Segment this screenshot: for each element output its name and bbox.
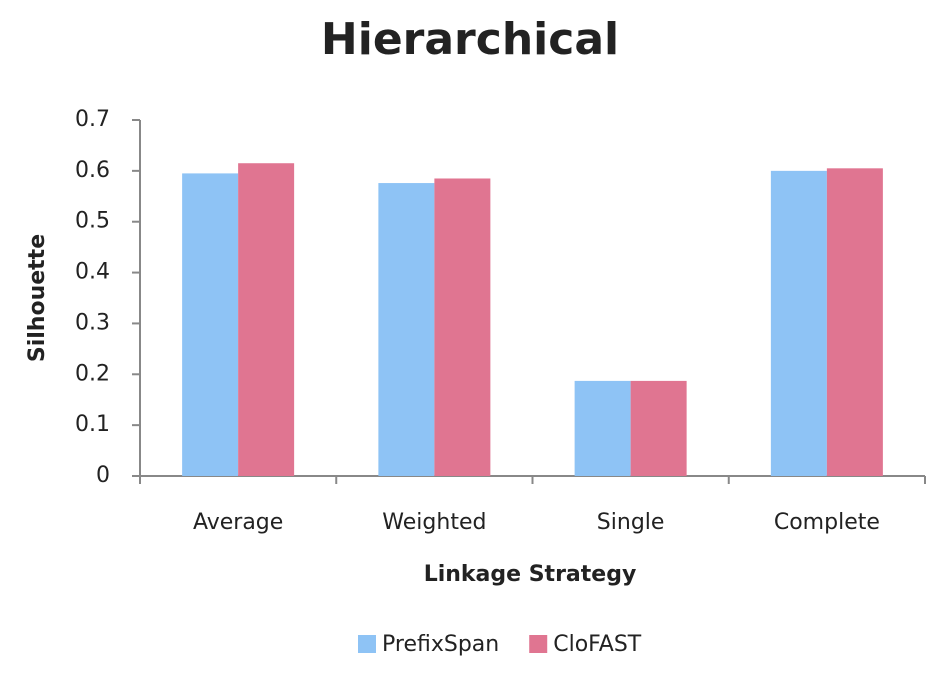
bar	[182, 173, 239, 476]
legend-label: PrefixSpan	[382, 632, 499, 657]
bar	[630, 380, 687, 476]
bar	[434, 178, 491, 476]
y-tick-label: 0.5	[75, 209, 110, 234]
bar	[574, 380, 631, 476]
bar	[238, 163, 295, 476]
y-tick-label: 0.6	[75, 158, 110, 183]
y-tick-label: 0.2	[75, 361, 110, 386]
x-axis-title: Linkage Strategy	[424, 562, 637, 587]
x-tick-label: Weighted	[382, 510, 486, 535]
y-tick-label: 0.4	[75, 260, 110, 285]
bar	[826, 168, 883, 477]
y-tick-label: 0.1	[75, 412, 110, 437]
x-tick-label: Average	[193, 510, 283, 535]
bar	[378, 183, 435, 476]
chart-title: Hierarchical	[321, 14, 619, 65]
y-axis-title: Silhouette	[25, 234, 50, 362]
legend-swatch	[358, 635, 376, 653]
y-tick-label: 0.3	[75, 310, 110, 335]
y-tick-label: 0.7	[75, 107, 110, 132]
y-tick-label: 0	[96, 463, 110, 488]
x-tick-label: Single	[597, 510, 665, 535]
legend-swatch	[529, 635, 548, 653]
x-tick-label: Complete	[774, 510, 880, 535]
bar	[770, 170, 827, 476]
legend-label: CloFAST	[553, 632, 642, 657]
